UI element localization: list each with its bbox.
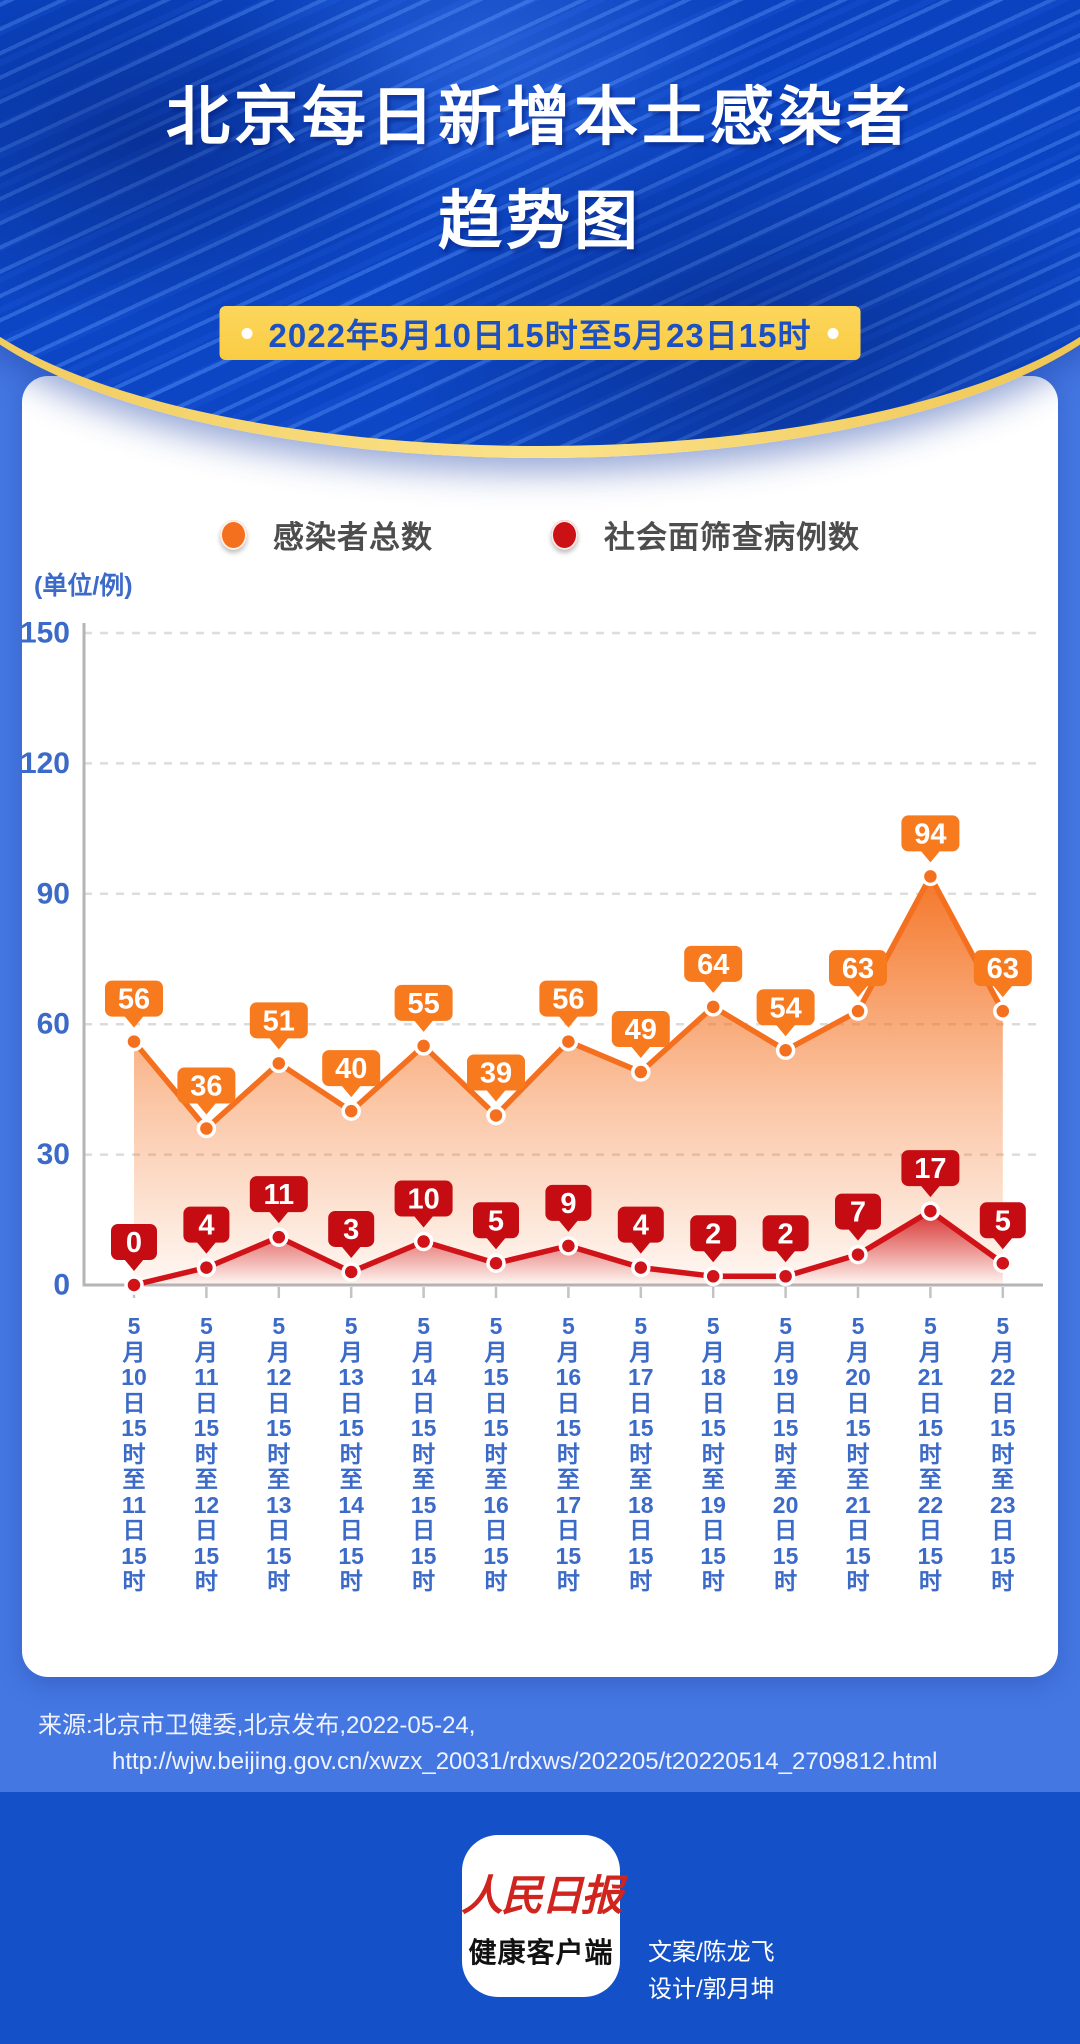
legend-dot-community-icon xyxy=(551,519,578,550)
x-axis-label: 5 月 19 日 15 时至 20 日 15 时 xyxy=(772,1313,799,1594)
footer-bar: 人民日报 健康客户端 文案/陈龙飞 设计/郭月坤 xyxy=(0,1792,1080,2044)
date-range-text: 2022年5月10日15时至5月23日15时 xyxy=(268,317,812,354)
credits: 文案/陈龙飞 设计/郭月坤 xyxy=(648,1934,775,2008)
page-title: 北京每日新增本土感染者 趋势图 xyxy=(0,66,1080,273)
legend-label-community: 社会面筛查病例数 xyxy=(604,520,860,555)
x-axis-label: 5 月 17 日 15 时至 18 日 15 时 xyxy=(628,1313,654,1594)
x-axis-label: 5 月 21 日 15 时至 22 日 15 时 xyxy=(917,1313,944,1594)
source-url: http://wjw.beijing.gov.cn/xwzx_20031/rdx… xyxy=(112,1748,938,1775)
x-axis-label: 5 月 15 日 15 时至 16 日 15 时 xyxy=(483,1313,509,1594)
legend-dot-total-icon xyxy=(220,519,247,550)
header-content: 北京每日新增本土感染者 趋势图 2022年5月10日15时至5月23日15时 xyxy=(0,0,1080,446)
chart-legend: 感染者总数 社会面筛查病例数 xyxy=(0,512,1080,557)
source-note: 来源:北京市卫健委,北京发布,2022-05-24, http://wjw.be… xyxy=(38,1708,937,1780)
date-range-badge: 2022年5月10日15时至5月23日15时 xyxy=(219,306,861,360)
header-banner: 北京每日新增本土感染者 趋势图 2022年5月10日15时至5月23日15时 xyxy=(0,0,1080,446)
x-axis-label: 5 月 18 日 15 时至 19 日 15 时 xyxy=(700,1313,726,1594)
x-axis-label: 5 月 10 日 15 时至 11 日 15 时 xyxy=(121,1313,147,1594)
legend-item-community: 社会面筛查病例数 xyxy=(551,512,860,557)
badge-left-dot-icon xyxy=(241,327,253,339)
source-line: 来源:北京市卫健委,北京发布,2022-05-24, xyxy=(38,1712,476,1739)
peoples-daily-health-app-icon: 人民日报 健康客户端 xyxy=(461,1835,623,1997)
badge-right-dot-icon xyxy=(827,327,839,339)
x-axis-label: 5 月 20 日 15 时至 21 日 15 时 xyxy=(845,1313,871,1594)
logo-health-client-text: 健康客户端 xyxy=(468,1936,614,1968)
credit-designer: 设计/郭月坤 xyxy=(648,1976,775,2003)
x-axis-label: 5 月 11 日 15 时至 12 日 15 时 xyxy=(193,1313,220,1594)
legend-item-total: 感染者总数 xyxy=(220,512,433,557)
x-axis-label: 5 月 22 日 15 时至 23 日 15 时 xyxy=(990,1313,1016,1594)
x-axis-label: 5 月 16 日 15 时至 17 日 15 时 xyxy=(555,1313,582,1594)
page-title-line2: 趋势图 xyxy=(438,184,642,257)
logo-rmrb-text: 人民日报 xyxy=(461,1873,623,1920)
x-axis-label: 5 月 14 日 15 时至 15 日 15 时 xyxy=(410,1313,437,1594)
credit-writer: 文案/陈龙飞 xyxy=(648,1939,775,1966)
x-axis-label: 5 月 13 日 15 时至 14 日 15 时 xyxy=(338,1313,364,1594)
page-title-line1: 北京每日新增本土感染者 xyxy=(166,81,914,153)
legend-label-total: 感染者总数 xyxy=(273,520,433,555)
x-axis-label: 5 月 12 日 15 时至 13 日 15 时 xyxy=(266,1313,292,1594)
axis-unit-label: (单位/例) xyxy=(34,572,133,600)
